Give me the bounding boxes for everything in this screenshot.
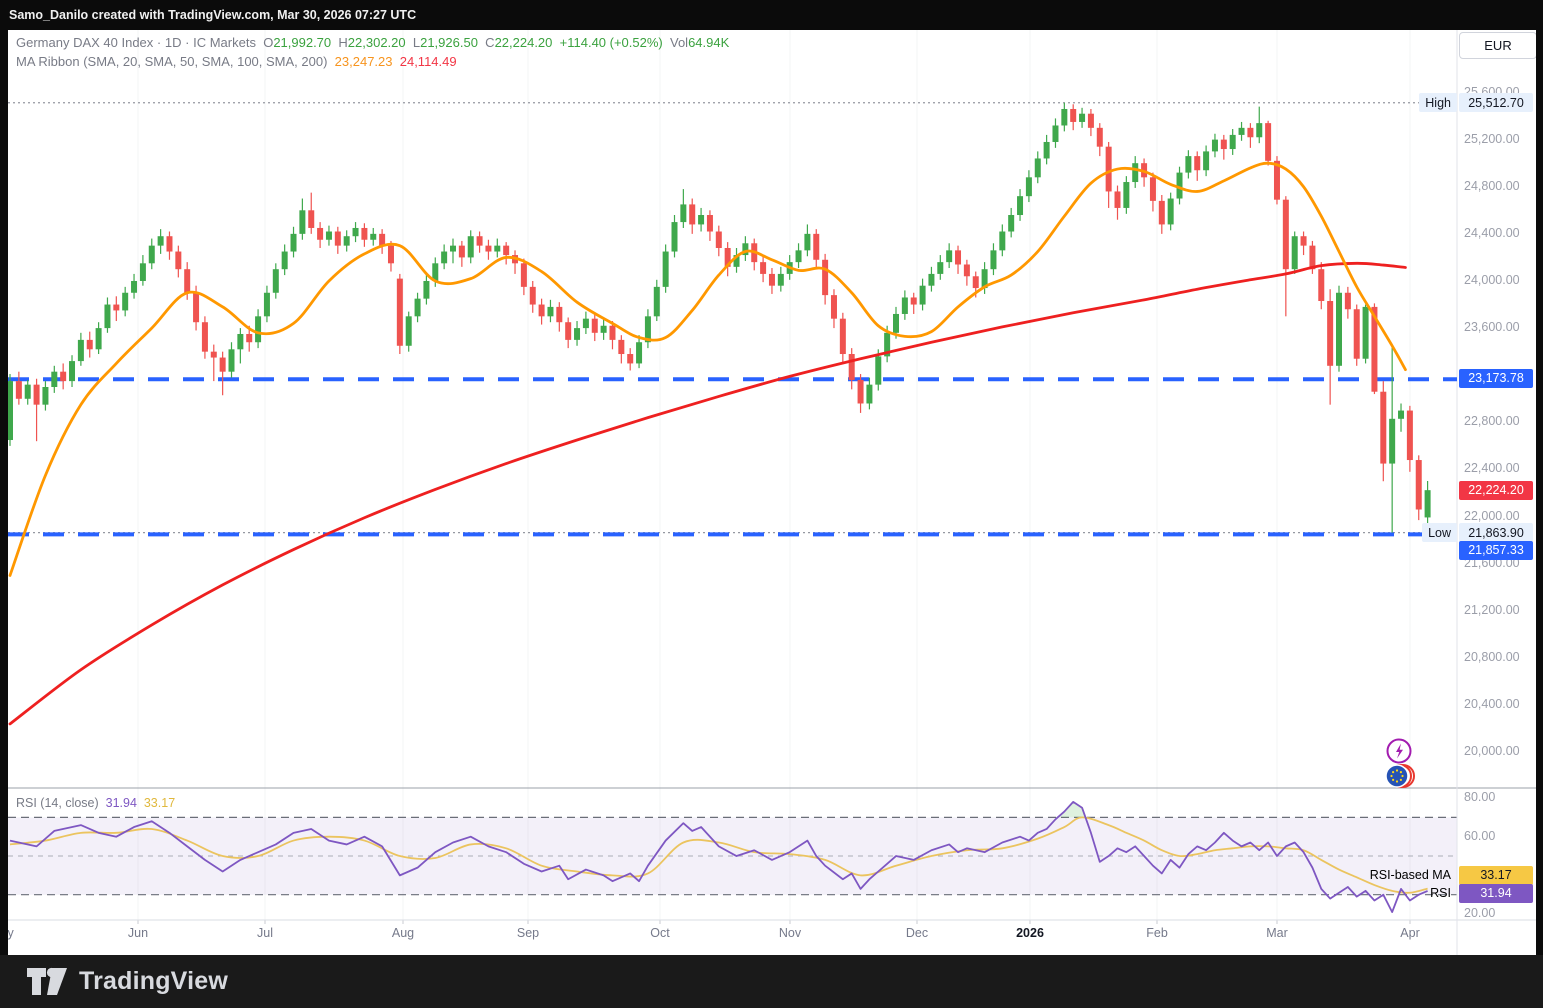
bottom-logo-bar: TradingView: [0, 955, 1543, 1008]
price-tick-label: 23,600.00: [1464, 320, 1520, 335]
price-tick-label: 20,400.00: [1464, 697, 1520, 712]
rsi-title: RSI (14, close): [16, 796, 99, 810]
rsi-tick-label: 20.00: [1464, 906, 1496, 921]
volume-value: 64.94K: [688, 35, 730, 50]
low-value: 21,926.50: [420, 35, 478, 50]
month-label-oct: Oct: [650, 926, 670, 940]
price-tick-label: 24,800.00: [1464, 178, 1520, 193]
price-badge-support: 21,857.33: [1459, 540, 1533, 560]
tradingview-logo-icon[interactable]: [26, 962, 68, 1001]
rsi-value: 31.94: [105, 796, 137, 810]
month-label-jul: Jul: [257, 926, 273, 940]
ma-ribbon-title: MA Ribbon (SMA, 20, SMA, 50, SMA, 100, S…: [16, 54, 328, 69]
price-tick-label: 22,000.00: [1464, 508, 1520, 523]
rsi-ma-badge-chip: RSI-based MA: [1369, 868, 1451, 882]
currency-button[interactable]: EUR: [1459, 32, 1537, 59]
ma-slow-value: 24,114.49: [399, 54, 457, 69]
attribution-text: Samo_Danilo created with TradingView.com…: [9, 8, 417, 22]
rsi-ma-badge: 33.17: [1459, 865, 1533, 885]
range-chip-range-high: High: [1419, 93, 1457, 113]
month-label-aug: Aug: [391, 926, 415, 940]
price-tick-label: 20,000.00: [1464, 744, 1520, 759]
month-label-jun: Jun: [127, 926, 149, 940]
rsi-legend[interactable]: RSI (14, close) 31.94 33.17: [16, 796, 175, 810]
rsi-tick-label: 80.00: [1464, 790, 1496, 805]
price-tick-label: 24,000.00: [1464, 272, 1520, 287]
month-label-mar: Mar: [1266, 926, 1288, 940]
symbol-legend-row-1: Germany DAX 40 Index · 1D · IC Markets O…: [16, 35, 730, 50]
left-frame-strip: [0, 30, 8, 955]
high-value: 22,302.20: [347, 35, 406, 50]
close-value: 22,224.20: [494, 35, 553, 50]
price-tick-label: 25,200.00: [1464, 131, 1520, 146]
price-tick-label: 22,400.00: [1464, 461, 1520, 476]
attribution-bar: Samo_Danilo created with TradingView.com…: [0, 0, 1543, 30]
range-chip-range-low: Low: [1422, 523, 1457, 543]
month-label-sep: Sep: [516, 926, 540, 940]
exchange-label: IC Markets: [193, 35, 256, 50]
price-badge-last-price: 22,224.20: [1459, 480, 1533, 500]
price-tick-label: 24,400.00: [1464, 225, 1520, 240]
price-badge-range-low: 21,863.90: [1459, 523, 1533, 543]
symbol-legend[interactable]: Germany DAX 40 Index · 1D · IC Markets O…: [16, 35, 729, 69]
right-frame-strip: [1536, 30, 1543, 955]
ma-fast-value: 23,247.23: [334, 54, 393, 69]
interval-label: 1D: [164, 35, 182, 50]
rsi-ma-value: 33.17: [143, 796, 176, 810]
rsi-tick-label: 60.00: [1464, 828, 1496, 843]
rsi-badge: 31.94: [1459, 883, 1533, 903]
symbol-title: Germany DAX 40 Index: [16, 35, 154, 50]
eu-flag-icon[interactable]: [1384, 762, 1416, 795]
chart-canvas[interactable]: [8, 30, 1457, 920]
price-scale[interactable]: [1457, 30, 1536, 920]
month-label-feb: Feb: [1146, 926, 1168, 940]
month-label-2026: 2026: [1016, 926, 1044, 940]
month-label-apr: Apr: [1400, 926, 1420, 940]
flash-idea-icon[interactable]: [1386, 738, 1412, 769]
price-tick-label: 21,200.00: [1464, 602, 1520, 617]
open-value: 21,992.70: [273, 35, 332, 50]
price-tick-label: 22,800.00: [1464, 414, 1520, 429]
price-badge-resistance: 23,173.78: [1459, 368, 1533, 388]
price-badge-range-high: 25,512.70: [1459, 93, 1533, 113]
tradingview-logo-text[interactable]: TradingView: [79, 967, 229, 995]
month-label-nov: Nov: [778, 926, 802, 940]
time-scale[interactable]: [8, 920, 1536, 955]
rsi-badge-chip: RSI: [1430, 886, 1451, 900]
ma-ribbon-legend: MA Ribbon (SMA, 20, SMA, 50, SMA, 100, S…: [16, 54, 729, 69]
change-value: +114.40 (+0.52%): [559, 35, 663, 50]
price-tick-label: 20,800.00: [1464, 649, 1520, 664]
month-label-dec: Dec: [905, 926, 929, 940]
